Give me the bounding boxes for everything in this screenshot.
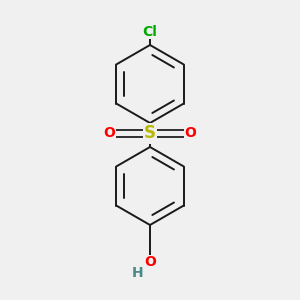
- Text: O: O: [103, 127, 116, 140]
- Text: O: O: [144, 256, 156, 269]
- Text: S: S: [144, 124, 156, 142]
- Text: H: H: [132, 266, 144, 280]
- Text: Cl: Cl: [142, 25, 158, 38]
- Text: O: O: [184, 127, 196, 140]
